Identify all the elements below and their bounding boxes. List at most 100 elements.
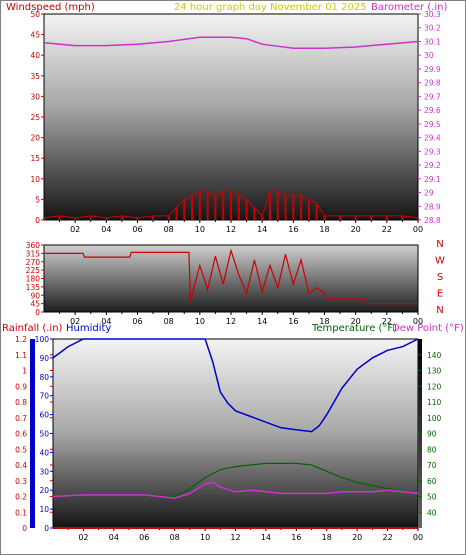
x-tick-label: 02 <box>70 225 80 234</box>
x-tick-label: 06 <box>139 533 149 542</box>
right-tick-label: 30.1 <box>424 37 441 46</box>
x-tick-label: 20 <box>351 317 361 326</box>
right-tick-label: 100 <box>427 414 442 423</box>
left-tick-label: 40 <box>30 51 40 60</box>
right-tick-label: 30.2 <box>424 24 441 33</box>
left-tick-label: 35 <box>30 72 40 81</box>
left-tick-label: 5 <box>35 195 40 204</box>
x-tick-label: 00 <box>413 225 423 234</box>
left-tick-label: 45 <box>30 31 40 40</box>
wind-series <box>43 36 419 220</box>
x-tick-label: 10 <box>195 317 205 326</box>
barometer-axis-label: Barometer (.in) <box>371 2 447 13</box>
left-tick-label: 0.7 <box>15 414 27 423</box>
right-tick-label: 130 <box>427 367 442 376</box>
left-tick-label: 360 <box>26 241 41 250</box>
wind-plot-area <box>43 13 419 221</box>
x-tick-label: 22 <box>382 533 392 542</box>
left-tick-label: 10 <box>30 175 40 184</box>
wind-axes: 02 04 06 08 10 12 14 16 18 20 22 000510152025303540… <box>30 10 440 234</box>
left-tick-label: 30 <box>30 92 40 101</box>
dewpoint-line <box>52 481 419 499</box>
barometer-line <box>43 36 419 50</box>
humidity-tick-label: 90 <box>39 354 49 363</box>
left-tick-label: 90 <box>30 291 40 300</box>
right-tick-label: 60 <box>427 477 437 486</box>
chart-title: 24 hour graph day November 01 2025 <box>174 2 367 13</box>
x-tick-label: 18 <box>319 317 329 326</box>
dewpoint-axis-label: Dew Point (°F) <box>392 323 464 334</box>
left-tick-label: 0.9 <box>15 382 27 391</box>
right-tick-label: 29.7 <box>424 92 441 101</box>
x-tick-label: 08 <box>164 317 174 326</box>
compass-letter: E <box>437 289 443 300</box>
right-tick-label: 29.6 <box>424 106 441 115</box>
right-tick-label: 29 <box>424 189 434 198</box>
x-tick-label: 20 <box>351 225 361 234</box>
x-tick-label: 14 <box>257 317 267 326</box>
direction-axes: 02 04 06 08 10 12 14 16 18 20 22 000459013518022527… <box>26 241 423 326</box>
windspeed-line <box>43 190 419 219</box>
left-tick-label: 0 <box>35 308 40 317</box>
rain-humidity-axes: 02 04 06 08 10 12 14 16 18 20 22 0000.10.20.30.40.5… <box>15 335 441 542</box>
left-tick-label: 1.1 <box>15 351 27 360</box>
left-tick-label: 180 <box>26 275 41 284</box>
left-tick-label: 1 <box>22 367 27 376</box>
compass-letter: W <box>435 256 445 267</box>
humidity-tick-label: 0 <box>44 524 49 533</box>
x-tick-label: 18 <box>319 225 329 234</box>
temperature-axis-label: Temperature (°F) <box>311 323 397 334</box>
humidity-tick-label: 60 <box>39 411 49 420</box>
left-tick-label: 15 <box>30 154 40 163</box>
right-tick-label: 70 <box>427 461 437 470</box>
x-tick-label: 18 <box>322 533 332 542</box>
x-tick-label: 16 <box>288 225 298 234</box>
x-tick-label: 12 <box>226 225 236 234</box>
right-tick-label: 29.4 <box>424 134 441 143</box>
x-tick-label: 00 <box>413 317 423 326</box>
left-tick-label: 0.5 <box>15 445 27 454</box>
right-tick-label: 28.8 <box>424 216 441 225</box>
x-tick-label: 12 <box>226 317 236 326</box>
left-tick-label: 20 <box>30 134 40 143</box>
right-tick-label: 90 <box>427 430 437 439</box>
left-tick-label: 315 <box>26 249 41 258</box>
direction-plot-area <box>43 244 419 313</box>
rainfall-axis-label: Rainfall (.in) <box>2 323 63 334</box>
humidity-tick-label: 80 <box>39 373 49 382</box>
left-tick-label: 1.2 <box>15 335 27 344</box>
x-tick-label: 08 <box>170 533 180 542</box>
x-tick-label: 04 <box>101 225 111 234</box>
rain-humidity-plot-area <box>52 338 419 529</box>
humidity-line <box>52 338 419 433</box>
right-tick-label: 29.9 <box>424 65 441 74</box>
right-tick-label: 28.9 <box>424 202 441 211</box>
right-tick-label: 30.3 <box>424 10 441 19</box>
left-tick-label: 45 <box>30 300 40 309</box>
x-tick-label: 04 <box>101 317 111 326</box>
humidity-tick-label: 30 <box>39 467 49 476</box>
x-tick-label: 02 <box>78 533 88 542</box>
x-tick-label: 12 <box>230 533 240 542</box>
rain-humidity-series <box>52 338 419 529</box>
left-tick-label: 0.6 <box>15 430 27 439</box>
right-tick-label: 120 <box>427 382 442 391</box>
humidity-tick-label: 20 <box>39 486 49 495</box>
wind-direction-line <box>44 248 418 305</box>
x-tick-label: 14 <box>261 533 271 542</box>
x-tick-label: 10 <box>200 533 210 542</box>
left-tick-label: 25 <box>30 113 40 122</box>
x-tick-label: 02 <box>70 317 80 326</box>
x-tick-label: 06 <box>132 225 142 234</box>
right-tick-label: 140 <box>427 351 442 360</box>
rainfall-scale-bar <box>30 339 35 528</box>
left-tick-label: 0 <box>22 524 27 533</box>
right-tick-label: 29.8 <box>424 79 441 88</box>
left-tick-label: 0.8 <box>15 398 27 407</box>
x-tick-label: 14 <box>257 225 267 234</box>
compass-letter: N <box>436 305 443 316</box>
humidity-tick-label: 70 <box>39 392 49 401</box>
humidity-axis-label: Humidity <box>66 323 111 334</box>
